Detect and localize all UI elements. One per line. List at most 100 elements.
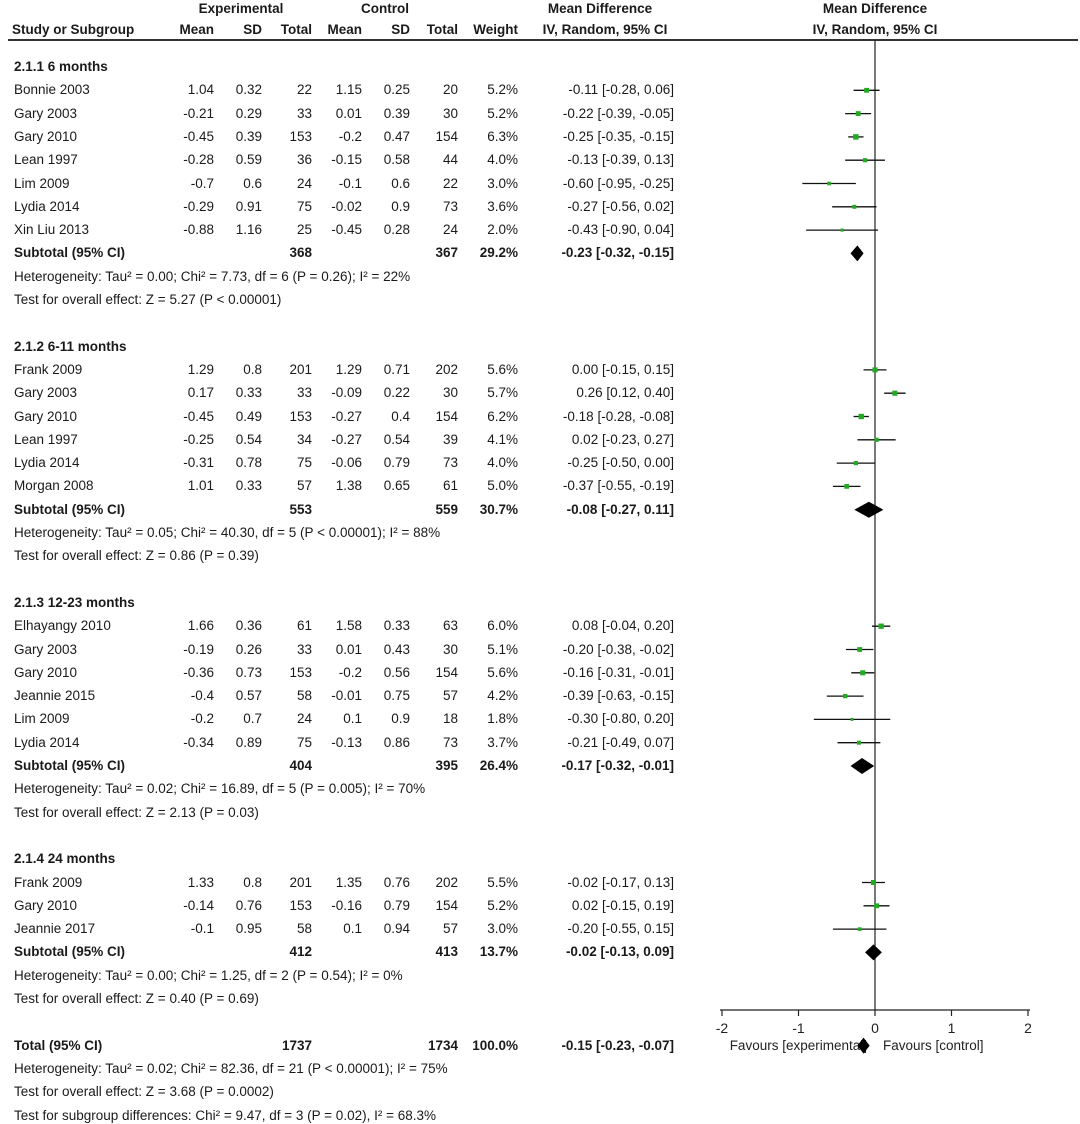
study-study-cell: Gary 2003 [14,385,78,401]
forest-plot-area: -2 -1 0 1 2 Favours [experimental] Favours [co… [716,40,1032,1054]
pooled-effect-diamond [865,944,882,961]
subgroup-heading: 2.1.3 12-23 months [14,594,135,610]
x-tick-label: -1 [792,1020,805,1036]
study-n1-cell: 24 [296,711,312,727]
study-w-cell: 3.6% [487,198,518,214]
study-sd2-cell: 0.25 [383,82,410,98]
study-study-cell: Lean 1997 [14,152,78,168]
study-w-cell: 2.0% [487,222,518,238]
study-effect-marker [827,181,831,186]
subtotal-w-cell: 29.2% [479,245,518,261]
study-study-cell: Morgan 2008 [14,478,94,494]
subtotal-ci-cell: -0.17 [-0.32, -0.01] [561,758,674,773]
study-effect-marker [850,717,854,721]
study-n2-cell: 30 [442,385,458,401]
study-sd1-cell: 0.33 [235,385,262,401]
study-n2-cell: 202 [435,874,458,890]
study-m2-cell: 1.38 [335,478,362,494]
study-study-cell: Gary 2003 [14,641,78,657]
study-effect-marker [872,367,878,373]
study-ci-cell: 0.02 [-0.15, 0.19] [571,897,674,913]
study-w-cell: 1.8% [487,711,518,727]
study-study-cell: Gary 2010 [14,408,78,424]
study-m1-cell: 1.29 [187,361,214,377]
total-w-cell: 100.0% [472,1037,518,1053]
study-m1-cell: -0.29 [183,198,214,214]
study-m2-cell: -0.06 [331,455,362,471]
study-n2-cell: 202 [435,361,458,377]
study-effect-marker [864,87,870,93]
study-sd2-cell: 0.56 [383,664,410,680]
study-w-cell: 4.0% [487,455,518,471]
study-w-cell: 5.5% [487,874,518,890]
subtotal-ci-cell: -0.02 [-0.13, 0.09] [565,944,674,960]
header-divider [8,39,1078,41]
study-effect-marker [857,927,862,931]
study-study-cell: Jeannie 2017 [14,921,96,937]
study-n1-cell: 34 [296,431,312,447]
study-w-cell: 5.2% [487,82,518,98]
study-n2-cell: 154 [435,408,458,424]
study-effect-marker [862,158,868,163]
total-label: Total (95% CI) [14,1037,103,1053]
subtotal-w-cell: 26.4% [479,758,518,773]
study-study-cell: Elhayangy 2010 [14,618,111,634]
study-sd2-cell: 0.94 [383,921,410,937]
study-study-cell: Lean 1997 [14,431,78,447]
study-ci-cell: -0.39 [-0.63, -0.15] [562,688,674,704]
study-m2-cell: 0.01 [335,641,362,657]
study-n1-cell: 75 [296,455,312,471]
study-sd1-cell: 0.8 [243,361,262,377]
study-study-cell: Bonnie 2003 [14,82,90,98]
study-study-cell: Lim 2009 [14,175,70,191]
study-study-cell: Lydia 2014 [14,198,80,214]
study-n1-cell: 153 [289,128,312,144]
study-sd2-cell: 0.86 [383,734,410,750]
study-w-cell: 6.2% [487,408,518,424]
total-n1-cell: 1737 [281,1037,312,1053]
study-n2-cell: 44 [442,152,458,168]
study-sd1-cell: 0.7 [243,711,262,727]
study-m1-cell: -0.34 [183,734,214,750]
study-n1-cell: 33 [296,641,312,657]
study-w-cell: 5.0% [487,478,518,494]
study-m2-cell: -0.2 [338,664,362,680]
study-ci-cell: 0.02 [-0.23, 0.27] [571,431,674,447]
study-n1-cell: 201 [289,361,312,377]
study-effect-marker [858,413,864,420]
study-n1-cell: 153 [289,408,312,424]
study-study-cell: Lydia 2014 [14,455,80,471]
study-w-cell: 4.1% [487,431,518,447]
study-m2-cell: 1.15 [335,82,362,98]
x-tick-label: 0 [871,1020,879,1036]
study-n2-cell: 39 [442,431,458,447]
study-ci-cell: -0.13 [-0.39, 0.13] [567,152,674,168]
study-effect-marker [860,670,866,676]
study-effect-marker [878,623,884,629]
study-m2-cell: -0.13 [331,734,362,750]
study-effect-marker [855,111,861,117]
study-column-header: Study or Subgroup [12,22,135,37]
study-sd1-cell: 1.16 [235,222,262,238]
study-m1-cell: -0.28 [183,152,214,168]
study-ci-cell: -0.43 [-0.90, 0.04] [567,222,674,238]
study-ci-cell: -0.21 [-0.49, 0.07] [567,734,674,750]
study-sd2-cell: 0.79 [383,897,410,913]
study-effect-marker [840,228,844,232]
study-study-cell: Jeannie 2015 [14,688,96,704]
subtotal-n1-cell: 404 [289,758,312,773]
study-study-cell: Gary 2010 [14,897,78,913]
study-ci-cell: -0.18 [-0.28, -0.08] [562,408,674,424]
control-group-header: Control [361,1,409,16]
study-sd2-cell: 0.33 [383,618,410,634]
favours-experimental-label: Favours [experimental] [730,1038,867,1053]
study-ci-cell: -0.25 [-0.35, -0.15] [562,128,674,144]
study-w-cell: 4.2% [487,688,518,704]
study-study-cell: Frank 2009 [14,874,83,890]
forest-plot-figure: Experimental Control Mean Difference Mea… [8,1,1078,1123]
study-n2-cell: 154 [435,664,458,680]
study-sd2-cell: 0.9 [391,711,410,727]
study-sd2-cell: 0.75 [383,688,410,704]
sd2-column-header: SD [391,22,410,37]
study-m1-cell: -0.19 [183,641,214,657]
